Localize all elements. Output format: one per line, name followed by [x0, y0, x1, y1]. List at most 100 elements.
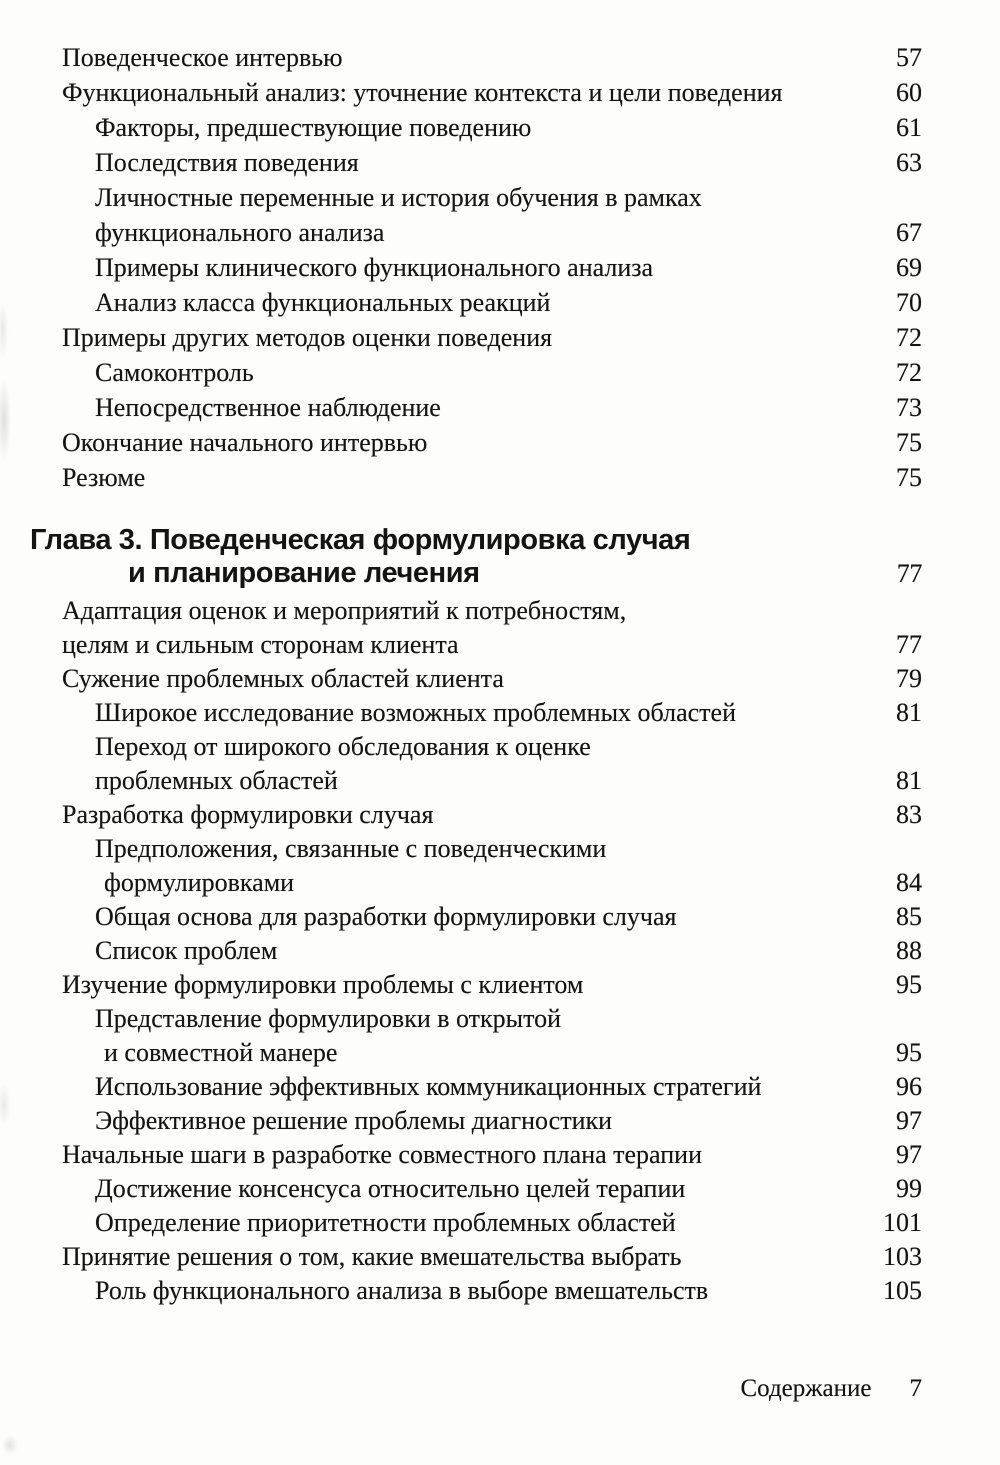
toc-entry-text: Функциональный анализ: уточнение контекс… [62, 78, 783, 107]
toc-entry-text: Принятие решения о том, какие вмешательс… [62, 1242, 682, 1271]
toc-entry: Предположения, связанные с поведенческим… [0, 832, 922, 866]
toc-entry-page: 61 [896, 113, 922, 142]
toc-entry-page: 72 [896, 358, 922, 387]
toc-entry: формулировками 84 [0, 866, 922, 900]
toc-entry: Переход от широкого обследования к оценк… [0, 730, 922, 764]
toc-entry-text: Разработка формулировки случая [62, 800, 434, 829]
toc-entry-page: 67 [896, 218, 922, 247]
toc-entry-page: 96 [896, 1072, 922, 1101]
toc-entry: Роль функционального анализа в выборе вм… [0, 1274, 922, 1308]
toc-entry-page: 81 [896, 766, 922, 795]
toc-entry-text: Адаптация оценок и мероприятий к потребн… [62, 596, 627, 625]
toc-entry-page: 84 [896, 868, 922, 897]
toc-entry: Последствия поведения 63 [0, 145, 922, 180]
toc-entry-page: 97 [896, 1106, 922, 1135]
toc-entry-page: 81 [896, 698, 922, 727]
toc-entry-text: Роль функционального анализа в выборе вм… [95, 1276, 709, 1305]
toc-entry-page: 95 [896, 970, 922, 999]
toc-entry: Непосредственное наблюдение 73 [0, 390, 922, 425]
chapter-page-number: 77 [896, 559, 923, 588]
toc-entry-page: 99 [896, 1174, 922, 1203]
toc-entry-text: Примеры других методов оценки поведения [62, 323, 553, 352]
toc-entry-text: Определение приоритетности проблемных об… [95, 1208, 676, 1237]
toc-entry-page: 95 [896, 1038, 922, 1067]
toc-entry-text: и совместной манере [104, 1038, 338, 1067]
toc-entry-text: функционального анализа [95, 218, 385, 247]
toc-section-top: Поведенческое интервью 57 Функциональный… [0, 40, 922, 495]
toc-entry: проблемных областей 81 [0, 764, 922, 798]
toc-entry-page: 85 [896, 902, 922, 931]
toc-entry: Окончание начального интервью 75 [0, 425, 922, 460]
toc-entry-page: 63 [896, 148, 922, 177]
toc-entry-page: 75 [896, 463, 922, 492]
toc-entry-page: 103 [883, 1242, 922, 1271]
toc-entry: Примеры клинического функционального ана… [0, 250, 922, 285]
toc-entry: целям и сильным сторонам клиента 77 [0, 628, 922, 662]
toc-entry-page: 97 [896, 1140, 922, 1169]
chapter-heading: Глава 3. Поведенческая формулировка случ… [0, 524, 922, 590]
toc-entry-text: Окончание начального интервью [62, 428, 428, 457]
toc-entry: Использование эффективных коммуникационн… [0, 1070, 922, 1104]
toc-entry: Принятие решения о том, какие вмешательс… [0, 1240, 922, 1274]
toc-entry-text: Личностные переменные и история обучения… [95, 183, 702, 212]
toc-entry-page: 69 [896, 253, 922, 282]
toc-entry-text: Непосредственное наблюдение [95, 393, 441, 422]
toc-entry: Представление формулировки в открытой [0, 1002, 922, 1036]
toc-entry-page: 105 [883, 1276, 922, 1305]
toc-entry: Начальные шаги в разработке совместного … [0, 1138, 922, 1172]
chapter-title-line1: Глава 3. Поведенческая формулировка случ… [30, 524, 691, 556]
toc-entry: Общая основа для разработки формулировки… [0, 900, 922, 934]
toc-entry-text: Анализ класса функциональных реакций [95, 288, 551, 317]
toc-entry: Сужение проблемных областей клиента 79 [0, 662, 922, 696]
toc-entry: Достижение консенсуса относительно целей… [0, 1172, 922, 1206]
toc-entry-text: Изучение формулировки проблемы с клиенто… [62, 970, 584, 999]
toc-entry: Факторы, предшествующие поведению 61 [0, 110, 922, 145]
toc-entry: Изучение формулировки проблемы с клиенто… [0, 968, 922, 1002]
toc-entry-text: целям и сильным сторонам клиента [62, 630, 459, 659]
toc-entry: Поведенческое интервью 57 [0, 40, 922, 75]
toc-entry: Функциональный анализ: уточнение контекс… [0, 75, 922, 110]
toc-entry-text: Широкое исследование возможных проблемны… [95, 698, 736, 727]
toc-entry: и совместной манере 95 [0, 1036, 922, 1070]
toc-entry-text: Переход от широкого обследования к оценк… [95, 732, 591, 761]
toc-entry: Резюме 75 [0, 460, 922, 495]
toc-entry: функционального анализа 67 [0, 215, 922, 250]
toc-entry-text: Самоконтроль [95, 358, 254, 387]
toc-entry-text: Предположения, связанные с поведенческим… [95, 834, 607, 863]
footer-section-label: Содержание [740, 1375, 872, 1402]
toc-entry: Определение приоритетности проблемных об… [0, 1206, 922, 1240]
toc-entry-text: Сужение проблемных областей клиента [62, 664, 504, 693]
toc-entry-page: 70 [896, 288, 922, 317]
toc-entry-text: Факторы, предшествующие поведению [95, 113, 532, 142]
toc-entry-text: Использование эффективных коммуникационн… [95, 1072, 762, 1101]
toc-entry-text: Последствия поведения [95, 148, 359, 177]
toc-entry: Анализ класса функциональных реакций 70 [0, 285, 922, 320]
toc-entry-text: Поведенческое интервью [62, 43, 343, 72]
toc-entry-text: Достижение консенсуса относительно целей… [95, 1174, 686, 1203]
toc-entry-text: Общая основа для разработки формулировки… [95, 902, 677, 931]
toc-entry-page: 77 [896, 630, 922, 659]
toc-entry-page: 60 [896, 78, 922, 107]
chapter-title-line2-row: и планирование лечения 77 [0, 557, 922, 590]
toc-section-bottom: Адаптация оценок и мероприятий к потребн… [0, 594, 922, 1308]
toc-entry-text: Примеры клинического функционального ана… [95, 253, 654, 282]
toc-entry-text: Список проблем [95, 936, 278, 965]
chapter-title-line2: и планирование лечения [128, 557, 480, 589]
footer: Содержание 7 [741, 1372, 923, 1406]
toc-entry-text: Эффективное решение проблемы диагностики [95, 1106, 613, 1135]
toc-entry-page: 83 [896, 800, 922, 829]
toc-entry: Примеры других методов оценки поведения … [0, 320, 922, 355]
toc-entry: Список проблем 88 [0, 934, 922, 968]
toc-entry: Адаптация оценок и мероприятий к потребн… [0, 594, 922, 628]
toc-entry: Самоконтроль 72 [0, 355, 922, 390]
footer-page-number: 7 [909, 1375, 923, 1402]
toc-entry-page: 72 [896, 323, 922, 352]
toc-entry-page: 57 [896, 43, 922, 72]
toc-entry-page: 88 [896, 936, 922, 965]
toc-entry: Разработка формулировки случая 83 [0, 798, 922, 832]
toc-entry-page: 101 [883, 1208, 922, 1237]
toc-entry-page: 79 [896, 664, 922, 693]
table-of-contents: Поведенческое интервью 57 Функциональный… [0, 40, 922, 1308]
toc-entry: Широкое исследование возможных проблемны… [0, 696, 922, 730]
